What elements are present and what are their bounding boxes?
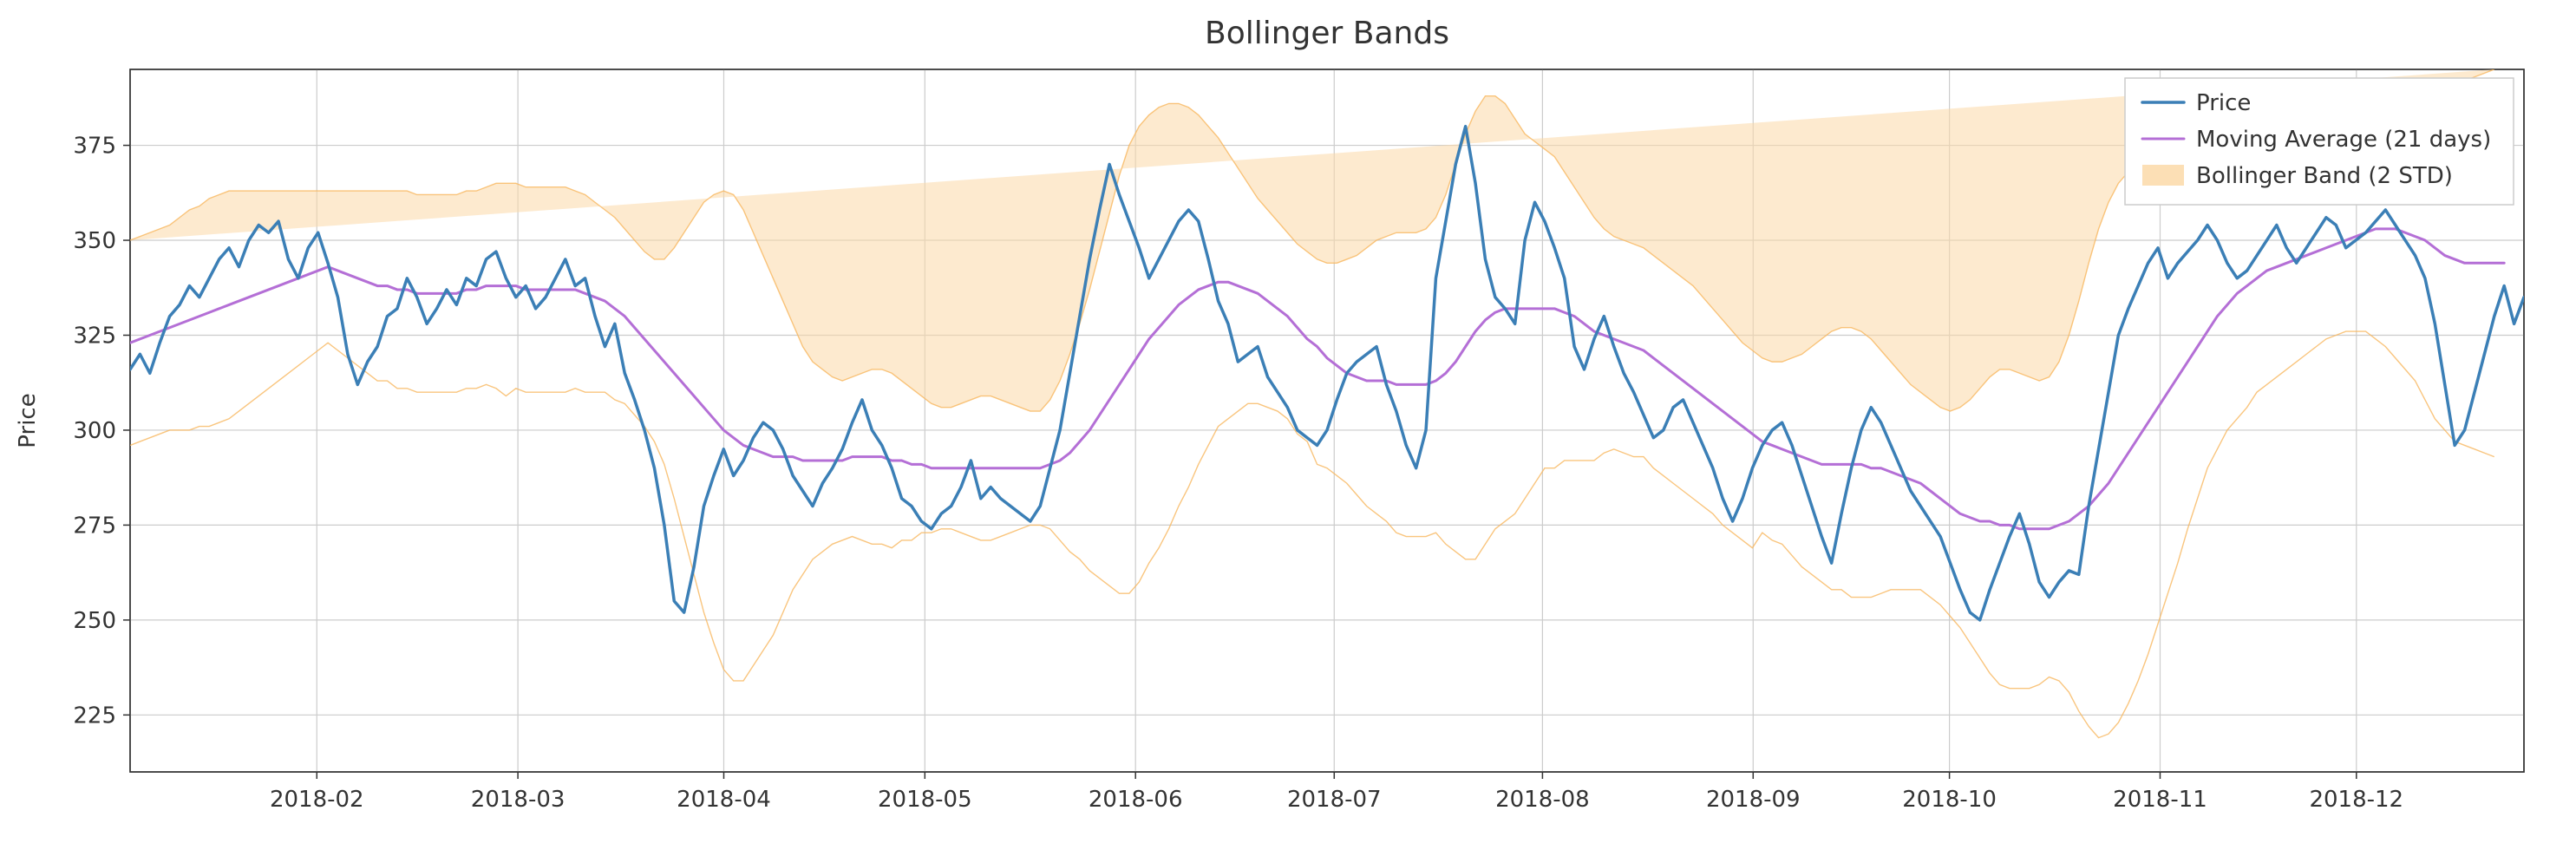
x-tick-label: 2018-03 (471, 787, 566, 813)
x-tick-label: 2018-10 (1902, 787, 1997, 813)
x-tick-label: 2018-12 (2309, 787, 2403, 813)
x-tick-label: 2018-11 (2113, 787, 2207, 813)
y-tick-label: 350 (73, 228, 116, 254)
legend-label: Moving Average (21 days) (2196, 127, 2491, 153)
bollinger-chart: 225 250 275 300 325 350 375 2018-02 2018-03 2018-… (0, 0, 2576, 863)
x-tick-label: 2018-04 (677, 787, 771, 813)
legend: Price Moving Average (21 days) Bollinger B… (2125, 78, 2514, 205)
chart-title: Bollinger Bands (1205, 16, 1449, 51)
x-tick-label: 2018-09 (1706, 787, 1801, 813)
x-tick-label: 2018-05 (878, 787, 972, 813)
legend-swatch-patch (2142, 165, 2184, 186)
y-tick-label: 275 (73, 513, 116, 539)
y-axis-label: Price (15, 393, 41, 448)
y-tick-label: 300 (73, 418, 116, 444)
x-tick-label: 2018-07 (1287, 787, 1382, 813)
legend-label: Bollinger Band (2 STD) (2196, 163, 2453, 189)
x-tick-label: 2018-08 (1495, 787, 1590, 813)
legend-label: Price (2196, 90, 2251, 116)
y-tick-label: 375 (73, 134, 116, 160)
y-tick-label: 250 (73, 608, 116, 634)
y-tick-label: 325 (73, 323, 116, 349)
chart-svg: 225 250 275 300 325 350 375 2018-02 2018-03 2018-… (0, 0, 2576, 863)
x-tick-label: 2018-06 (1089, 787, 1183, 813)
y-tick-label: 225 (73, 703, 116, 729)
x-tick-label: 2018-02 (270, 787, 364, 813)
